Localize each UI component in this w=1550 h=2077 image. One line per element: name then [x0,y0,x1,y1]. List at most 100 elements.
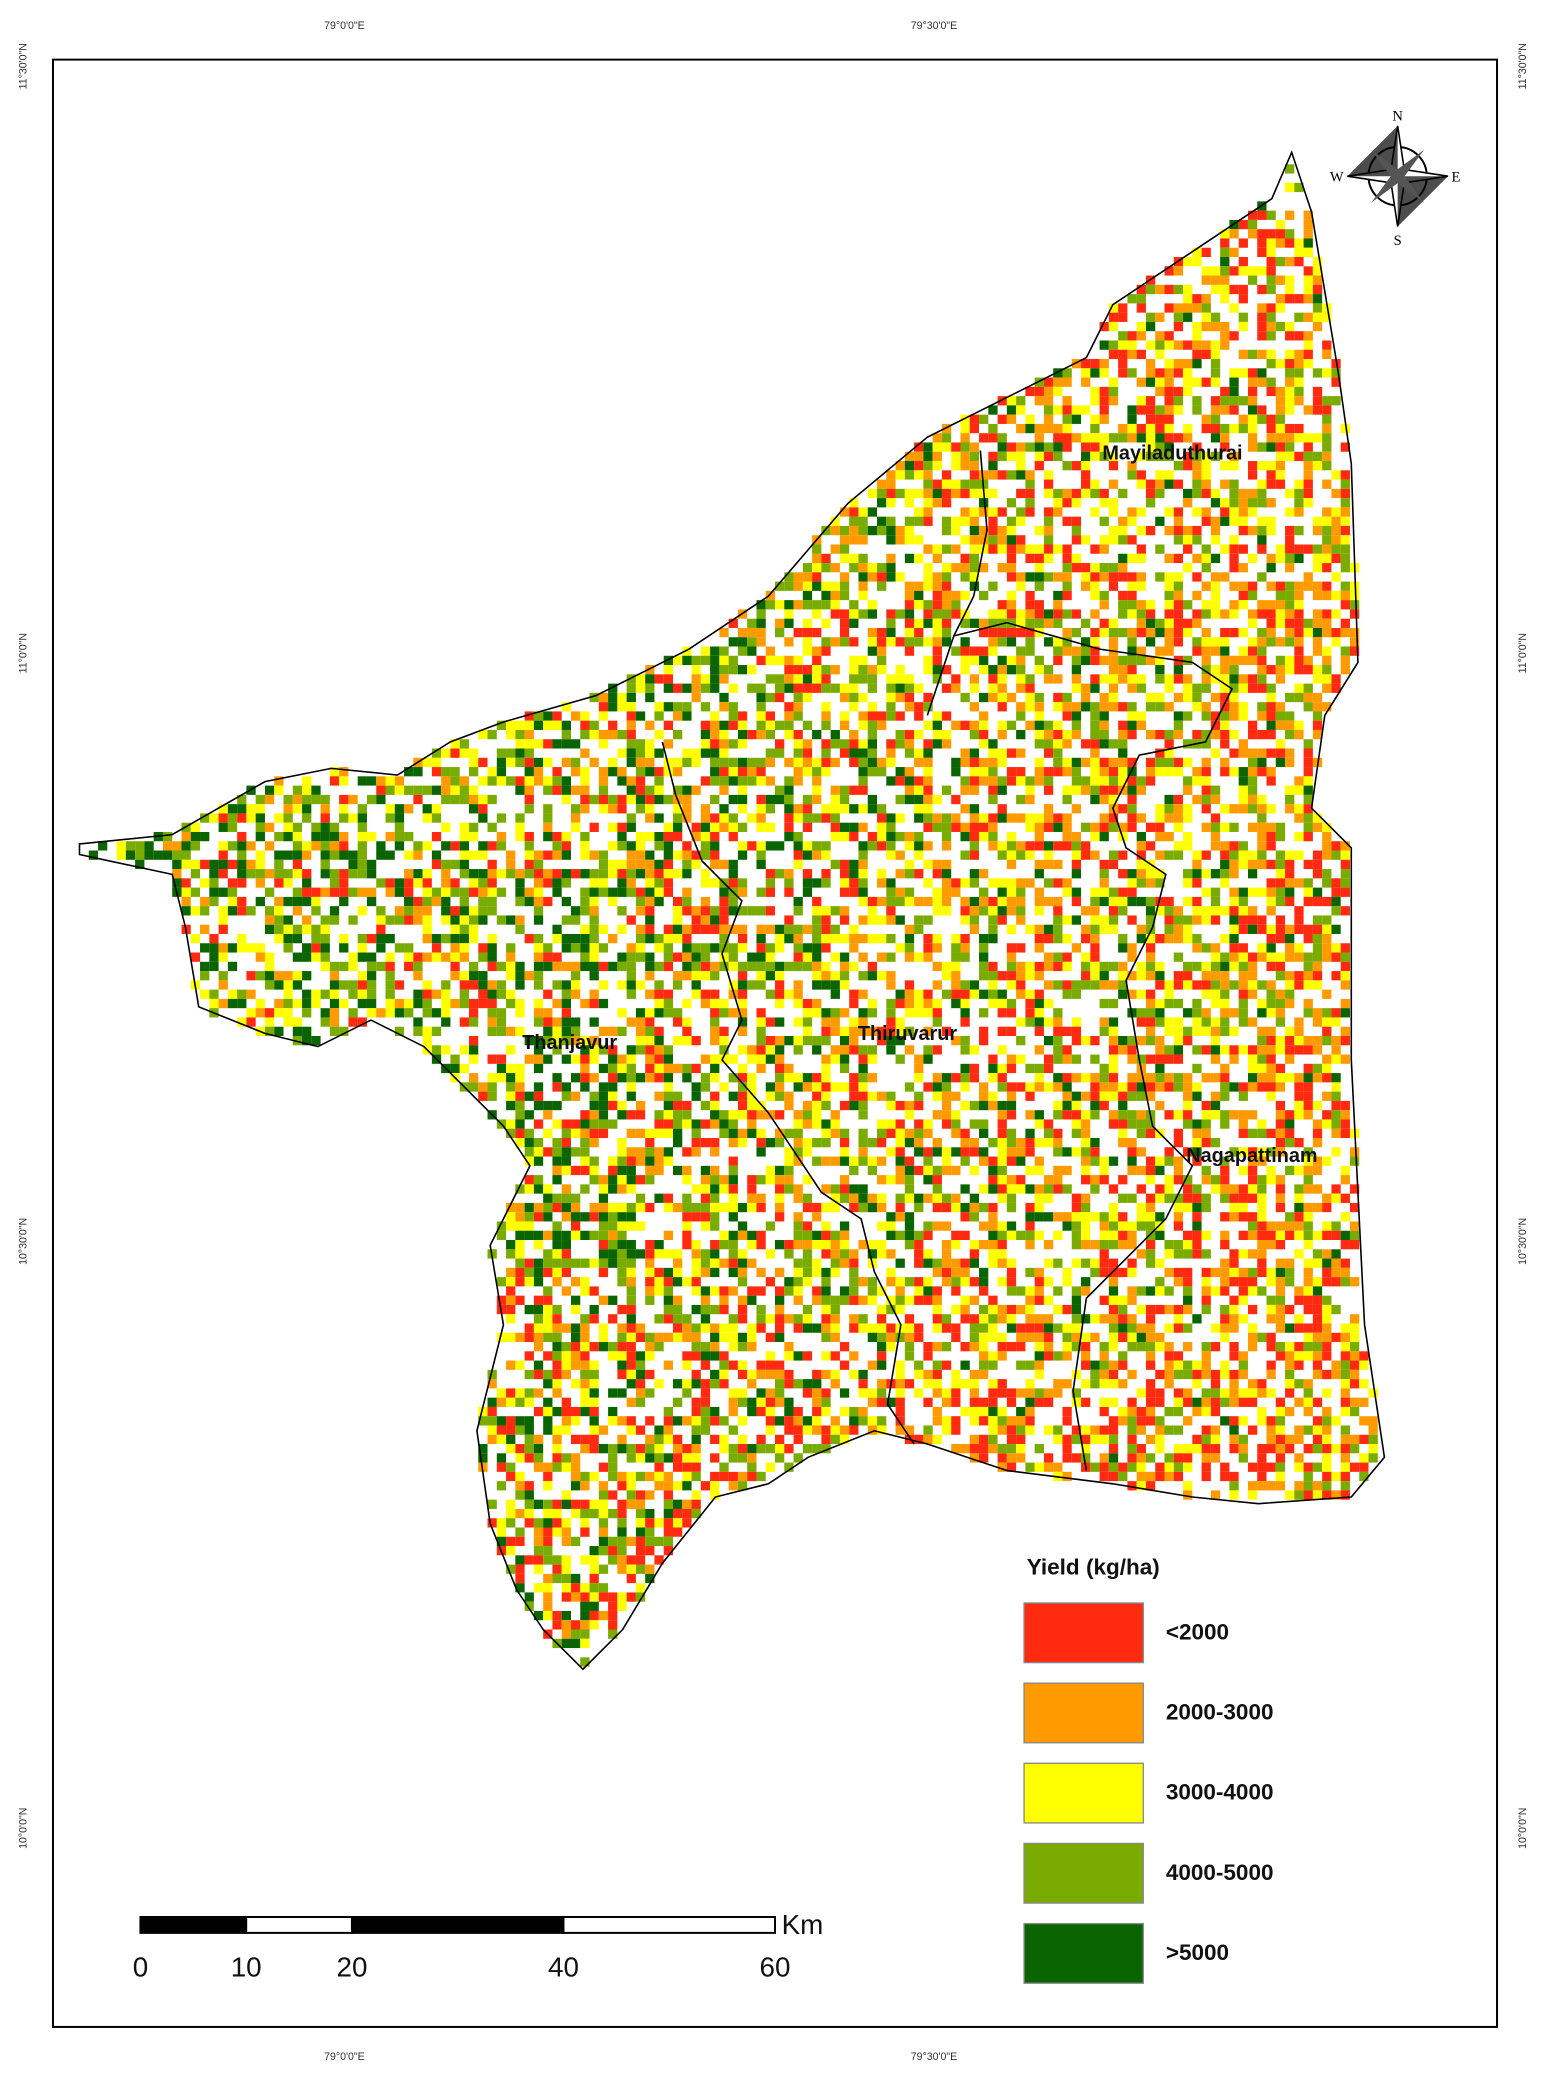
yield-pixel [1099,340,1109,350]
yield-pixel [765,748,776,758]
yield-pixel [895,896,905,907]
yield-pixel [877,1175,887,1185]
yield-pixel [348,1017,358,1027]
yield-pixel [589,729,599,740]
yield-pixel [1164,915,1174,925]
yield-pixel [849,739,859,749]
yield-pixel [812,609,822,619]
yield-pixel [404,887,414,897]
yield-pixel [1257,711,1267,721]
yield-pixel [830,1082,840,1092]
yield-pixel [1247,1063,1258,1074]
yield-pixel [329,878,340,888]
yield-pixel [506,1119,516,1129]
yield-pixel [839,544,850,554]
yield-pixel [1322,627,1332,638]
yield-pixel [793,813,803,823]
yield-pixel [960,1063,970,1074]
yield-pixel [329,989,340,999]
yield-pixel [979,1082,989,1092]
yield-pixel [552,831,562,842]
yield-pixel [292,933,303,944]
yield-pixel [1183,1175,1193,1185]
yield-pixel [877,952,887,962]
yield-pixel [904,1175,915,1185]
yield-pixel [821,767,831,777]
yield-pixel [1136,479,1146,489]
yield-pixel [376,924,386,934]
yield-pixel [1127,767,1137,777]
yield-pixel [1294,1165,1304,1176]
yield-pixel [274,998,284,1009]
yield-pixel [1210,1138,1221,1148]
yield-pixel [719,804,729,814]
yield-pixel [1099,961,1109,972]
yield-pixel [1136,433,1146,443]
yield-pixel [700,776,711,786]
yield-pixel [487,933,497,944]
yield-pixel [1043,396,1054,406]
yield-pixel [784,989,794,999]
yield-pixel [877,1128,887,1139]
yield-pixel [209,813,219,823]
yield-pixel [496,1017,507,1027]
yield-pixel [979,739,989,749]
yield-pixel [923,516,933,526]
yield-pixel [1275,720,1286,730]
yield-pixel [1322,1073,1332,1083]
yield-pixel [524,794,534,805]
yield-pixel [1025,998,1035,1009]
yield-pixel [237,906,247,916]
yield-pixel [1331,683,1341,693]
yield-pixel [960,989,970,999]
yield-pixel [422,1035,432,1046]
yield-pixel [1275,1100,1286,1111]
yield-pixel [663,739,673,749]
yield-pixel [1071,359,1082,369]
yield-pixel [468,961,479,972]
yield-pixel [1257,1082,1267,1092]
yield-pixel [1173,729,1184,740]
yield-pixel [1266,600,1276,610]
yield-pixel [404,943,414,953]
yield-pixel [626,1017,636,1027]
yield-pixel [357,906,367,916]
yield-pixel [914,989,924,999]
yield-pixel [700,1100,711,1111]
yield-pixel [1201,275,1211,285]
yield-pixel [1285,618,1295,628]
yield-pixel [1257,674,1267,684]
yield-pixel [478,915,488,925]
yield-pixel [1285,729,1295,740]
yield-pixel [617,748,627,758]
yield-pixel [635,980,646,990]
yield-pixel [969,813,980,823]
yield-pixel [979,1035,989,1046]
yield-pixel [1285,405,1295,415]
yield-pixel [1053,1008,1063,1018]
yield-pixel [793,1147,803,1157]
yield-pixel [1340,961,1350,972]
yield-pixel [1062,1045,1072,1055]
yield-pixel [1043,414,1054,424]
yield-pixel [728,878,738,888]
yield-pixel [617,1008,627,1018]
yield-pixel [997,757,1007,768]
yield-pixel [422,989,432,999]
yield-pixel [858,572,868,582]
yield-pixel [1053,1082,1063,1092]
yield-pixel [1210,665,1221,675]
yield-pixel [1294,386,1304,397]
yield-pixel [135,841,145,851]
yield-pixel [1331,609,1341,619]
yield-pixel [645,1017,655,1027]
yield-pixel [793,702,803,712]
yield-pixel [1053,544,1063,554]
yield-pixel [1340,516,1350,526]
yield-pixel [979,535,989,545]
yield-pixel [756,961,766,972]
yield-pixel [663,887,673,897]
yield-pixel [264,794,275,805]
yield-pixel [969,451,980,462]
yield-pixel [237,794,247,805]
